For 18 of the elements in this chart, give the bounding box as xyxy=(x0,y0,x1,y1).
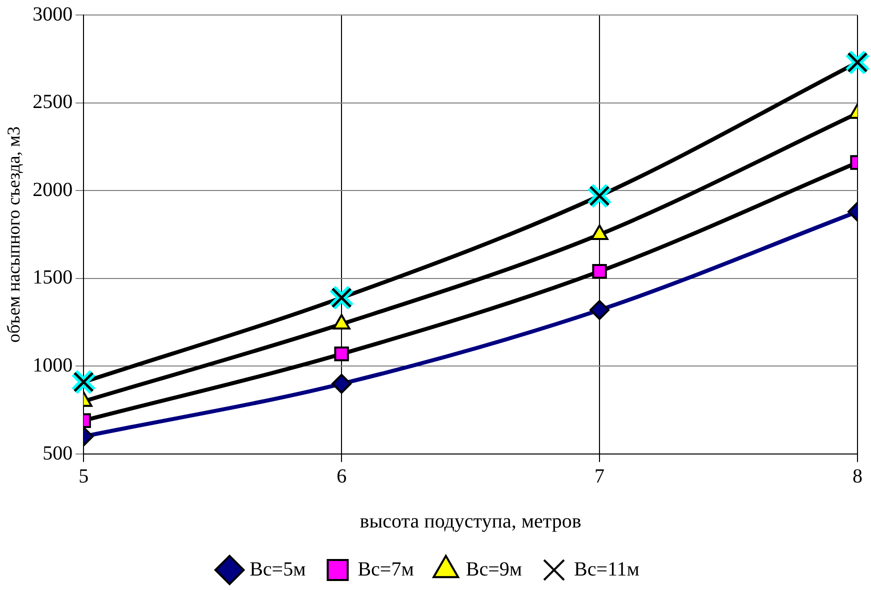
x-tick-label: 5 xyxy=(78,465,89,488)
y-tick-label: 3000 xyxy=(32,3,73,26)
y-tick-label: 1000 xyxy=(32,354,73,376)
y-tick-label: 500 xyxy=(42,442,73,464)
x-tick-label: 8 xyxy=(852,465,862,488)
y-axis-title: объем насыпного съезда, м3 xyxy=(4,126,24,343)
point xyxy=(328,284,355,311)
legend-label: Bc=5м xyxy=(250,558,306,580)
y-tick-label: 2000 xyxy=(32,178,73,201)
y-tick-label: 2500 xyxy=(32,91,73,114)
y-tick-label: 1500 xyxy=(32,266,73,289)
legend-label: Bc=9м xyxy=(466,558,522,580)
point xyxy=(586,182,613,209)
x-tick-label: 6 xyxy=(336,465,347,488)
x-tick-label: 7 xyxy=(594,465,605,488)
legend-label: Bc=7м xyxy=(358,558,414,580)
x-axis-title: высота подуступа, метров xyxy=(360,510,582,532)
legend-label: Bc=11м xyxy=(574,558,640,580)
